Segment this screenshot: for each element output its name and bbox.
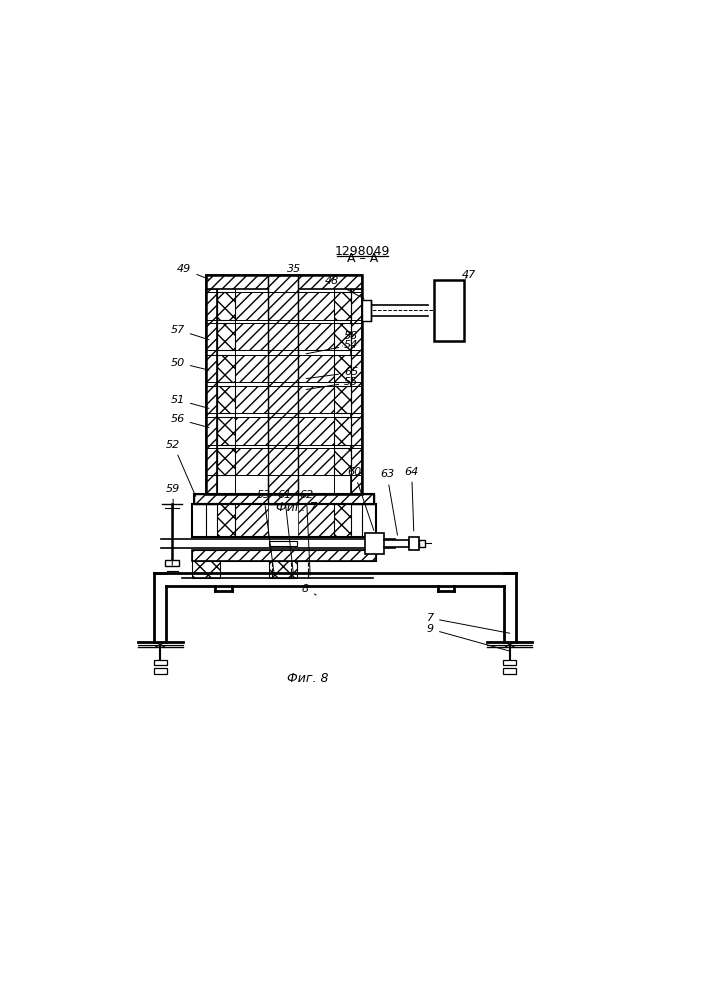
Bar [192,561,220,578]
Bar [298,323,334,350]
Text: 57: 57 [170,325,209,340]
Text: 9: 9 [427,624,510,651]
Bar [334,504,351,537]
Bar [217,448,235,475]
Text: 56: 56 [170,414,209,428]
Bar [235,504,268,537]
Text: 59: 59 [166,484,180,565]
Bar [368,536,382,551]
Bar [334,292,351,320]
Text: 8: 8 [302,584,316,595]
Text: 53: 53 [257,490,274,575]
Text: 7: 7 [427,613,510,633]
Bar [298,292,334,320]
Bar [235,355,268,382]
Text: 63: 63 [380,469,397,535]
Bar [235,386,268,413]
Bar [217,417,235,445]
Bar [192,550,376,561]
Bar [206,289,217,494]
Bar [268,275,298,504]
Text: 49: 49 [177,264,209,279]
Bar [217,292,235,320]
Text: 55: 55 [306,377,358,389]
Bar [235,448,268,475]
Text: Фиг. 7: Фиг. 7 [276,501,317,514]
Bar [217,323,235,350]
Text: 54: 54 [306,340,358,354]
Text: 1298049: 1298049 [334,245,390,258]
Bar [235,323,268,350]
Bar [235,417,268,445]
Bar [153,668,167,674]
Text: 47: 47 [462,270,477,280]
Bar [194,494,375,504]
Bar [269,541,297,546]
Bar [217,504,235,537]
Text: 60: 60 [347,467,374,530]
Bar [165,560,180,566]
Text: Фиг. 8: Фиг. 8 [287,672,328,685]
Bar [206,275,363,289]
Bar [217,386,235,413]
Bar [334,355,351,382]
Bar [503,668,516,674]
Bar [334,386,351,413]
Bar [298,504,334,537]
Bar [298,355,334,382]
Text: 51: 51 [170,395,209,408]
Bar [298,386,334,413]
Text: А – А: А – А [346,252,378,265]
Bar [334,323,351,350]
Text: 64: 64 [404,467,419,531]
Bar [206,275,363,494]
Bar [433,280,464,341]
Bar [235,292,268,320]
Bar [192,550,376,561]
Bar [194,494,375,504]
Text: 35: 35 [280,264,301,276]
Text: 48: 48 [325,276,364,299]
Bar [192,504,376,537]
Text: 62: 62 [299,490,314,575]
Bar [409,537,419,550]
Bar [363,300,370,321]
Bar [503,660,516,665]
Bar [153,660,167,665]
Bar [419,540,426,547]
Text: 58: 58 [343,331,358,346]
Bar [298,417,334,445]
Text: 50: 50 [170,358,209,370]
Bar [334,448,351,475]
Bar [365,533,385,554]
Bar [351,289,363,494]
Bar [217,355,235,382]
Bar [269,561,297,578]
Bar [268,275,298,494]
Bar [334,417,351,445]
Text: 65: 65 [306,367,358,379]
Text: 52: 52 [166,440,196,496]
Text: 61: 61 [277,490,293,575]
Bar [298,448,334,475]
